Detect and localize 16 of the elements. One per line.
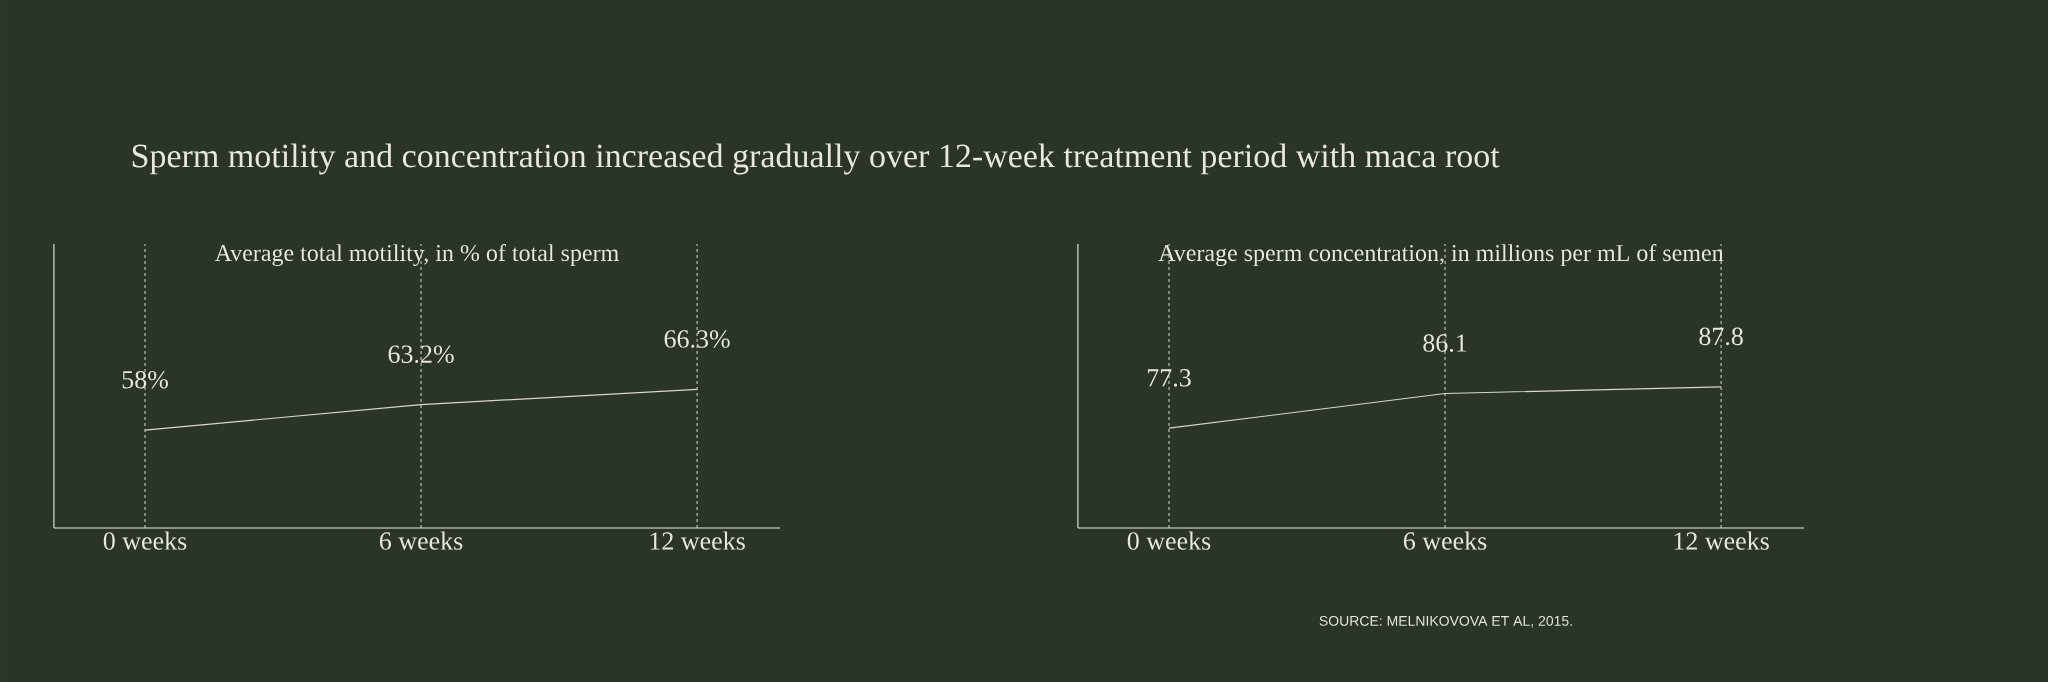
chart-subtitle: Average total motility, in % of total sperm — [214, 244, 619, 267]
data-label: 87.8 — [1699, 327, 1743, 346]
data-label: 58% — [122, 370, 168, 389]
source-note: SOURCE: MELNIKOVOVA ET AL, 2015. — [1319, 615, 1572, 628]
data-label: 77.3 — [1147, 369, 1191, 387]
x-tick-label: 6 weeks — [379, 531, 463, 550]
data-label: 63.2% — [388, 345, 454, 364]
x-tick-label: 0 weeks — [1127, 531, 1211, 550]
x-tick-label: 12 weeks — [1674, 531, 1769, 550]
data-label: 86.1 — [1423, 334, 1467, 352]
x-tick-label: 0 weeks — [103, 531, 187, 550]
x-tick-label: 12 weeks — [650, 531, 745, 550]
chart-title: Sperm motility and concentration increased gradually over 12-week treatment period with maca root — [132, 143, 1500, 175]
data-label: 66.3% — [664, 330, 730, 348]
x-tick-label: 6 weeks — [1403, 531, 1487, 550]
chart-title: Average sperm concentration, in millions per mL of semen — [1158, 244, 1724, 267]
